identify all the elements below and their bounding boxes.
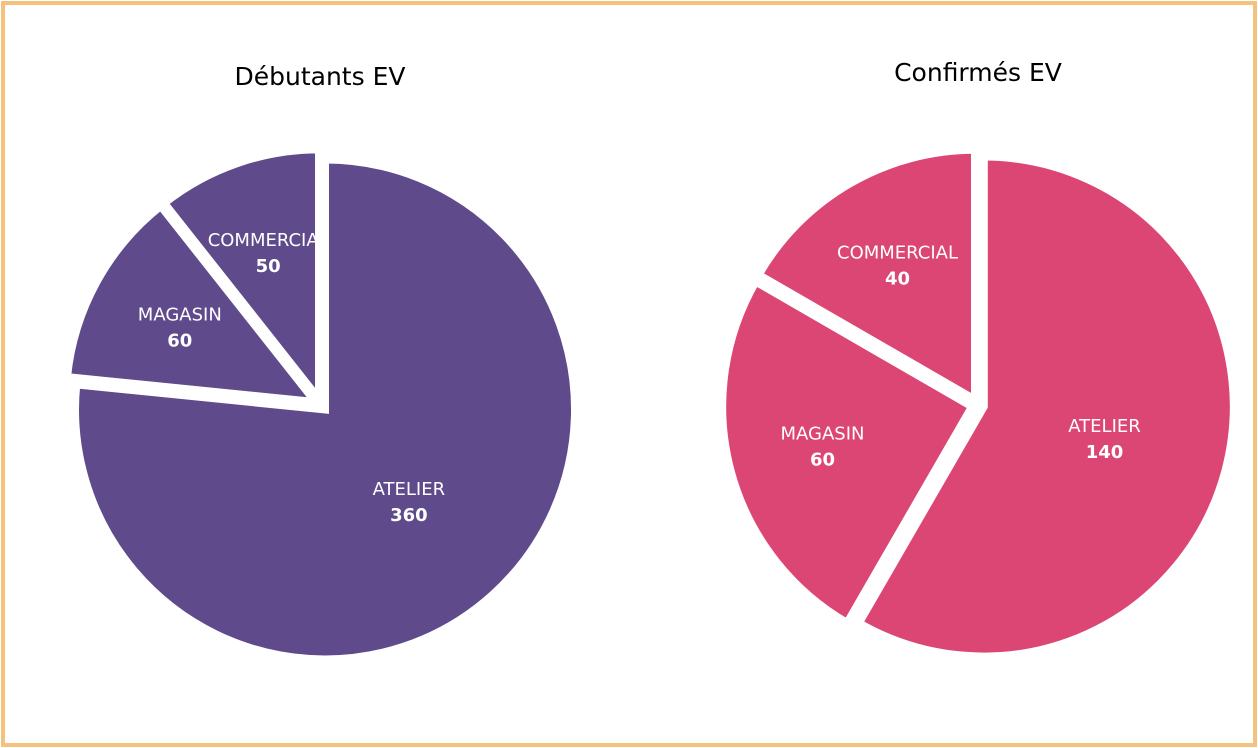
slice-value: 360	[390, 505, 428, 526]
pie-slice	[853, 152, 1238, 661]
pie-slice	[753, 145, 979, 407]
pie-slice	[71, 155, 580, 664]
slice-value: 140	[1086, 442, 1124, 463]
slice-label: MAGASIN	[780, 424, 864, 445]
slice-label: ATELIER	[373, 479, 446, 500]
slice-label: MAGASIN	[138, 305, 222, 326]
slice-value: 60	[810, 450, 835, 471]
chart-title: Confirmés EV	[894, 58, 1062, 87]
slice-label: COMMERCIAL	[837, 243, 958, 264]
slice-label: COMMERCIAL	[208, 230, 329, 251]
chart-title: Débutants EV	[235, 62, 406, 91]
slice-value: 50	[256, 256, 281, 277]
slice-label: ATELIER	[1068, 416, 1141, 437]
pie-slice	[718, 276, 978, 629]
slice-value: 60	[167, 331, 192, 352]
slice-value: 40	[885, 269, 910, 290]
pie-slice	[158, 145, 324, 411]
pie-slice	[62, 200, 325, 408]
